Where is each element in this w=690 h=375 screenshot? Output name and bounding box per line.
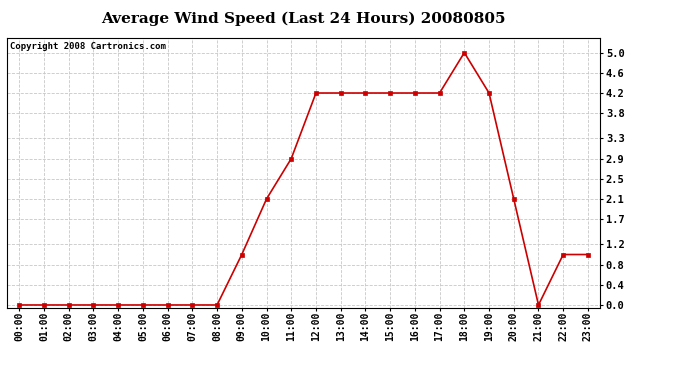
Text: Copyright 2008 Cartronics.com: Copyright 2008 Cartronics.com [10, 42, 166, 51]
Text: Average Wind Speed (Last 24 Hours) 20080805: Average Wind Speed (Last 24 Hours) 20080… [101, 11, 506, 26]
